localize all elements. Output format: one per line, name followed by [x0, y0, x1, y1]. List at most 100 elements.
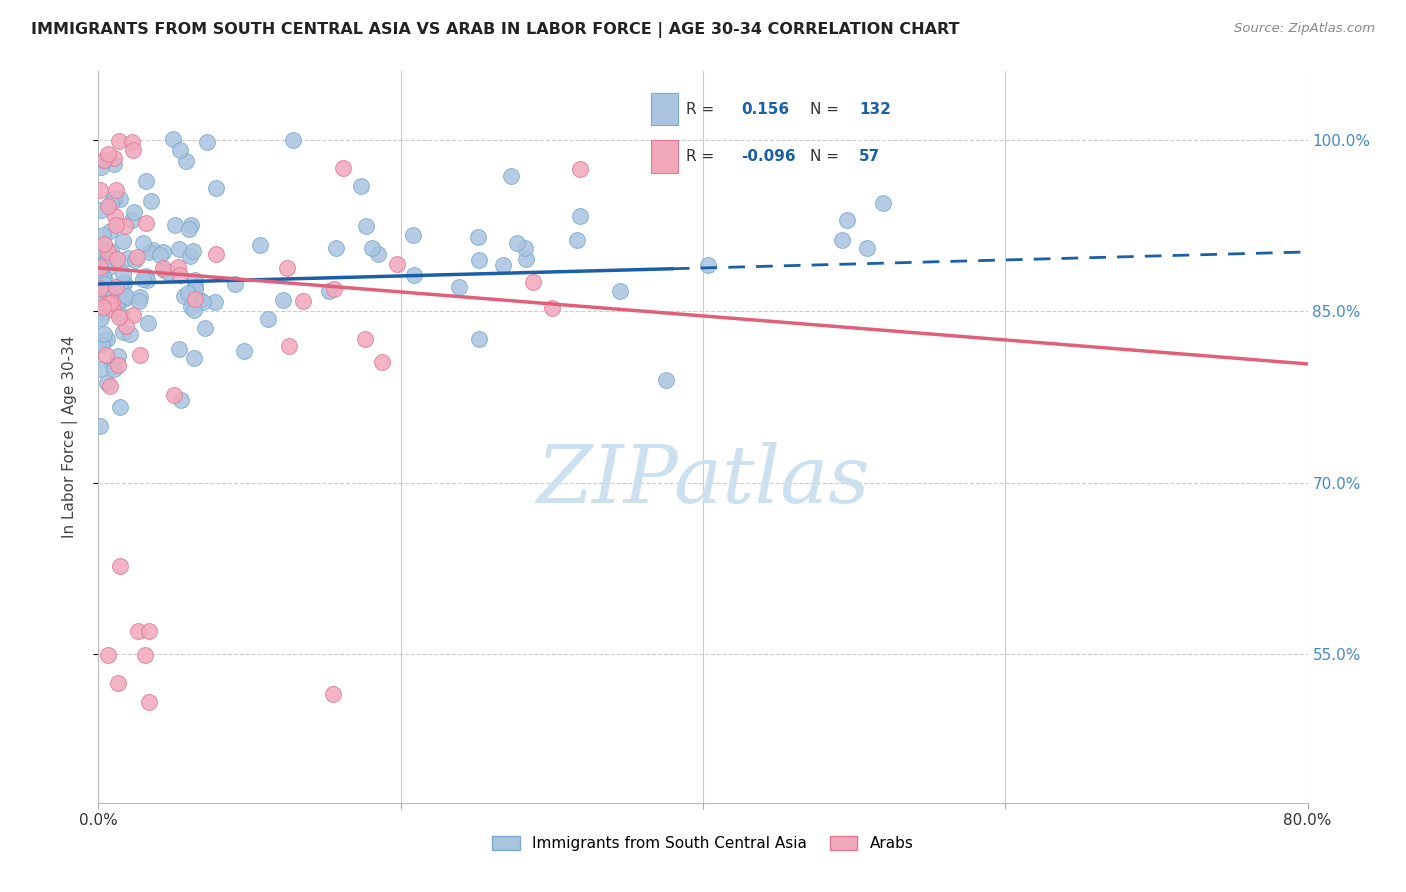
Point [91, 300, 114, 314]
Point [188, 293, 211, 307]
Point [323, 282, 346, 296]
Point [142, 244, 165, 258]
Point [97, 146, 120, 161]
Point [107, 358, 129, 372]
Point [468, 332, 491, 346]
Point [132, 235, 155, 250]
Point [103, 157, 125, 171]
Text: ZIPatlas: ZIPatlas [536, 442, 870, 520]
Point [97, 198, 120, 212]
Point [492, 258, 515, 272]
Point [281, 133, 304, 147]
Point [169, 143, 191, 157]
Point [103, 191, 125, 205]
Point [179, 249, 201, 263]
Point [204, 294, 226, 309]
Point [163, 387, 186, 401]
Point [105, 252, 128, 267]
Point [97, 252, 120, 267]
Point [97, 295, 120, 310]
Point [135, 174, 157, 188]
Point [107, 349, 129, 363]
Y-axis label: In Labor Force | Age 30-34: In Labor Force | Age 30-34 [62, 335, 77, 539]
Point [101, 359, 124, 373]
Legend: Immigrants from South Central Asia, Arabs: Immigrants from South Central Asia, Arab… [486, 830, 920, 857]
Point [696, 258, 718, 272]
Point [96, 376, 118, 390]
Point [149, 248, 172, 262]
Point [506, 235, 529, 250]
Point [658, 141, 681, 155]
Point [152, 260, 174, 275]
Point [183, 292, 205, 306]
Point [104, 280, 127, 294]
Point [115, 289, 138, 303]
Point [565, 233, 588, 247]
Point [100, 244, 122, 259]
Text: 0.156: 0.156 [741, 102, 789, 117]
Point [127, 250, 149, 264]
Point [93, 237, 115, 252]
Point [108, 401, 131, 415]
Point [97, 245, 120, 260]
Point [569, 161, 592, 176]
Point [101, 295, 124, 310]
Point [93, 333, 115, 347]
Point [98, 296, 121, 310]
Point [89, 281, 111, 295]
Point [93, 277, 115, 291]
Point [136, 316, 159, 330]
Point [224, 277, 246, 292]
Point [184, 273, 207, 287]
Point [90, 203, 112, 218]
Point [89, 308, 111, 322]
Point [127, 624, 149, 638]
Point [121, 143, 143, 157]
Point [104, 255, 127, 269]
Point [97, 244, 120, 258]
Point [93, 153, 115, 167]
Point [501, 169, 523, 183]
Point [110, 308, 132, 322]
Point [169, 268, 191, 282]
Point [107, 284, 129, 298]
Point [134, 648, 156, 662]
Point [141, 194, 163, 208]
Point [332, 161, 354, 175]
Point [112, 275, 135, 289]
Point [163, 218, 186, 232]
Point [94, 273, 117, 287]
Point [91, 268, 114, 283]
Point [93, 154, 115, 169]
Point [128, 294, 150, 309]
Point [194, 321, 217, 335]
Point [107, 676, 129, 690]
Point [654, 373, 676, 387]
Point [257, 311, 280, 326]
Point [114, 291, 136, 305]
Point [568, 209, 591, 223]
Point [205, 181, 228, 195]
Point [387, 257, 409, 271]
Point [152, 263, 174, 277]
Point [89, 249, 111, 263]
Point [191, 295, 214, 310]
Point [449, 280, 471, 294]
Point [277, 339, 299, 353]
Point [97, 284, 120, 298]
FancyBboxPatch shape [651, 140, 678, 173]
Point [233, 343, 256, 358]
Point [360, 241, 382, 255]
Text: N =: N = [810, 102, 839, 117]
Point [118, 326, 141, 341]
Point [112, 325, 135, 339]
Point [96, 283, 118, 297]
Point [122, 205, 145, 219]
Point [138, 695, 160, 709]
Point [112, 288, 135, 302]
Text: Source: ZipAtlas.com: Source: ZipAtlas.com [1234, 22, 1375, 36]
Point [170, 393, 193, 408]
Point [540, 301, 562, 316]
Point [97, 648, 120, 662]
Point [276, 260, 298, 275]
